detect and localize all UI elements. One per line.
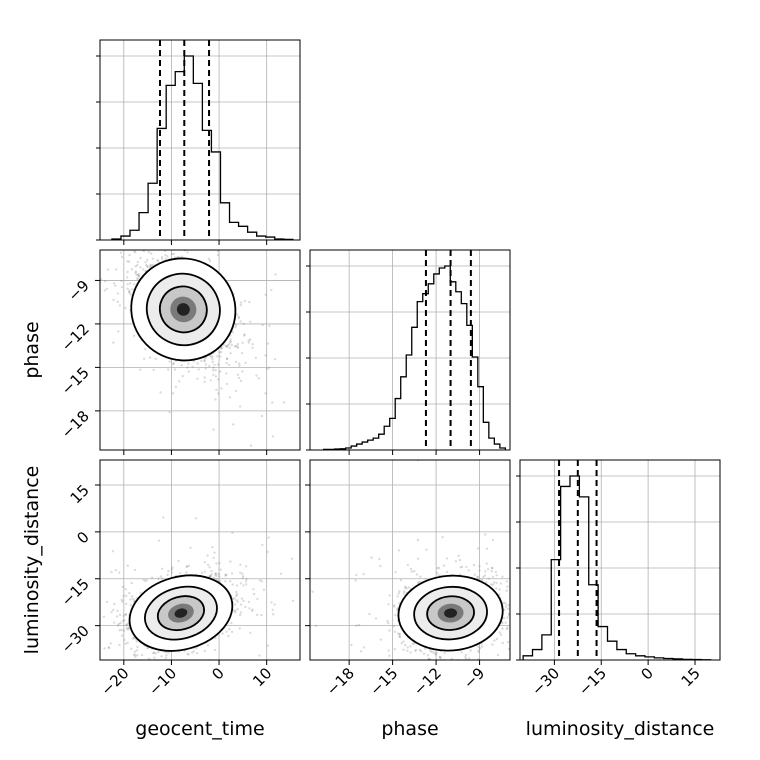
- contour-layer: [128, 257, 504, 652]
- panel-frame: [99, 459, 301, 661]
- x-tick-label-luminosity-distance: 0: [637, 664, 656, 683]
- quantile-layer: [159, 40, 598, 660]
- grid-layer: [100, 40, 720, 660]
- x-tick-label-phase: −15: [366, 664, 401, 699]
- density-contour: [174, 608, 188, 618]
- y-tick-label-phase: −12: [58, 320, 93, 355]
- density-contour: [444, 608, 458, 618]
- ylabel-phase: phase: [21, 321, 43, 378]
- x-tick-label-phase: −18: [323, 664, 358, 699]
- frame-layer: [99, 39, 721, 661]
- x-tick-label-luminosity-distance: −15: [575, 664, 610, 699]
- x-tick-label-geocent-time: −10: [145, 664, 180, 699]
- panel-frame: [519, 459, 721, 661]
- histogram-geocent-time: [111, 55, 294, 241]
- panel-frame: [99, 39, 301, 241]
- y-tick-label-phase: −9: [64, 277, 92, 305]
- panel-frame: [309, 249, 511, 451]
- xlabel-geocent-time: geocent_time: [135, 718, 264, 740]
- scatter-layer: [100, 250, 510, 660]
- y-tick-label-luminosity-distance: −15: [58, 575, 93, 610]
- xlabel-luminosity-distance: luminosity_distance: [526, 718, 715, 740]
- density-contour: [176, 303, 190, 316]
- x-tick-label-luminosity-distance: −30: [528, 664, 563, 699]
- x-tick-label-phase: −12: [410, 664, 445, 699]
- y-tick-label-luminosity-distance: −30: [58, 622, 93, 657]
- x-tick-label-geocent-time: 10: [249, 664, 275, 690]
- panel-frame: [309, 459, 511, 661]
- x-tick-label-geocent-time: −20: [98, 664, 133, 699]
- y-tick-label-luminosity-distance: 15: [67, 481, 93, 507]
- x-tick-label-phase: −9: [460, 664, 488, 692]
- y-tick-label-phase: −15: [58, 363, 93, 398]
- x-tick-label-luminosity-distance: 15: [678, 664, 704, 690]
- ylabel-luminosity-distance: luminosity_distance: [21, 466, 43, 655]
- histogram-luminosity-distance: [522, 475, 712, 661]
- x-tick-label-geocent-time: 0: [208, 664, 227, 683]
- histogram-phase: [322, 265, 507, 451]
- histogram-layer: [111, 55, 712, 661]
- y-tick-label-luminosity-distance: 0: [73, 528, 92, 547]
- y-tick-label-phase: −18: [58, 407, 93, 442]
- panel-frame: [99, 249, 301, 451]
- xlabel-phase: phase: [381, 718, 438, 740]
